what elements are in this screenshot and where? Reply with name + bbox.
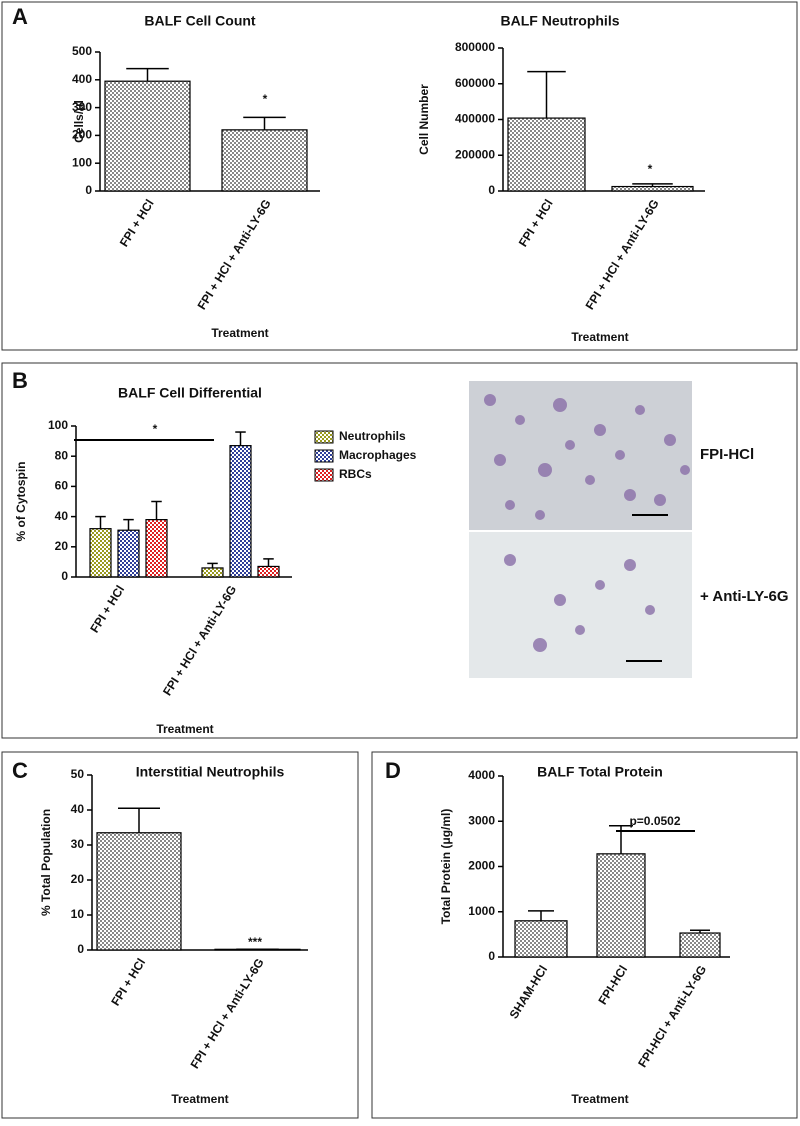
chart-title: BALF Cell Count bbox=[144, 13, 256, 29]
bar bbox=[145, 519, 168, 578]
panel-label: A bbox=[12, 4, 28, 29]
y-tick-label: 40 bbox=[55, 509, 69, 523]
y-tick-label: 600000 bbox=[455, 76, 495, 90]
panel-label: D bbox=[385, 758, 401, 783]
bar bbox=[201, 567, 224, 578]
y-tick-label: 50 bbox=[71, 767, 85, 781]
y-tick-label: 0 bbox=[488, 949, 495, 963]
micrograph-label: FPI-HCl bbox=[700, 446, 754, 463]
x-tick-label: FPI + HCl + Anti-LY-6G bbox=[582, 197, 661, 312]
y-axis-label: % of Cytospin bbox=[14, 462, 28, 542]
bar bbox=[229, 445, 252, 578]
annotation: p=0.0502 bbox=[629, 814, 680, 828]
y-tick-label: 3000 bbox=[468, 813, 495, 827]
bar bbox=[89, 528, 112, 578]
y-tick-label: 0 bbox=[77, 942, 84, 956]
y-tick-label: 800000 bbox=[455, 40, 495, 54]
panel-box bbox=[1, 362, 798, 739]
bar bbox=[257, 565, 280, 578]
y-tick-label: 80 bbox=[55, 448, 69, 462]
chart-title: Interstitial Neutrophils bbox=[136, 764, 285, 780]
y-tick-label: 100 bbox=[72, 155, 92, 169]
x-tick-label: FPI + HCl bbox=[516, 197, 556, 249]
micrograph-label: + Anti-LY-6G bbox=[700, 588, 789, 605]
annotation: * bbox=[153, 422, 158, 436]
y-tick-label: 0 bbox=[85, 183, 92, 197]
y-tick-label: 1000 bbox=[468, 904, 495, 918]
x-tick-label: FPI + HCl bbox=[117, 197, 157, 249]
y-tick-label: 30 bbox=[71, 837, 85, 851]
y-axis-label: Total Protein (μg/ml) bbox=[439, 809, 453, 925]
y-axis-label: Cells/μl bbox=[72, 100, 86, 143]
panel-box bbox=[1, 751, 359, 1119]
legend-label: Neutrophils bbox=[339, 429, 406, 443]
y-tick-label: 200 bbox=[72, 128, 92, 142]
x-tick-label: FPI + HCl bbox=[87, 583, 127, 635]
chart-title: BALF Neutrophils bbox=[501, 13, 620, 29]
y-tick-label: 4000 bbox=[468, 768, 495, 782]
bar bbox=[104, 80, 191, 192]
panel-label: C bbox=[12, 758, 28, 783]
x-tick-label: FPI + HCl + Anti-LY-6G bbox=[187, 956, 266, 1071]
chart-title: BALF Cell Differential bbox=[118, 385, 262, 401]
panel-box bbox=[1, 1, 798, 351]
bar bbox=[679, 932, 721, 958]
x-tick-label: FPI-HCl + Anti-LY-6G bbox=[635, 963, 709, 1070]
y-tick-label: 100 bbox=[48, 418, 68, 432]
y-tick-label: 200000 bbox=[455, 147, 495, 161]
y-tick-label: 2000 bbox=[468, 859, 495, 873]
x-tick-label: FPI + HCl + Anti-LY-6G bbox=[194, 197, 273, 312]
x-tick-label: FPI + HCl + Anti-LY-6G bbox=[160, 583, 239, 698]
x-tick-label: SHAM-HCl bbox=[507, 963, 551, 1021]
x-tick-label: FPI-HCl bbox=[595, 963, 630, 1007]
bar bbox=[96, 832, 182, 951]
bar bbox=[214, 948, 301, 951]
legend-swatch bbox=[314, 468, 334, 482]
bar bbox=[611, 185, 694, 192]
y-tick-label: 40 bbox=[71, 802, 85, 816]
panel-label: B bbox=[12, 368, 28, 393]
y-tick-label: 0 bbox=[61, 569, 68, 583]
y-tick-label: 300 bbox=[72, 100, 92, 114]
y-tick-label: 20 bbox=[71, 872, 85, 886]
bar bbox=[507, 117, 586, 192]
chart-title: BALF Total Protein bbox=[537, 764, 663, 780]
legend-label: Macrophages bbox=[339, 448, 417, 462]
y-tick-label: 400 bbox=[72, 72, 92, 86]
legend-swatch bbox=[314, 449, 334, 463]
bar bbox=[596, 853, 646, 958]
x-axis-label: Treatment bbox=[571, 330, 628, 344]
y-axis-label: % Total Population bbox=[39, 809, 53, 916]
bar bbox=[221, 129, 308, 192]
legend-label: RBCs bbox=[339, 467, 372, 481]
y-tick-label: 20 bbox=[55, 539, 69, 553]
annotation: * bbox=[648, 162, 653, 176]
y-tick-label: 0 bbox=[488, 183, 495, 197]
panel-box bbox=[371, 751, 798, 1119]
x-axis-label: Treatment bbox=[571, 1092, 628, 1106]
y-tick-label: 500 bbox=[72, 44, 92, 58]
bar bbox=[514, 920, 568, 958]
annotation: * bbox=[263, 92, 268, 106]
micrograph bbox=[469, 381, 692, 678]
y-tick-label: 60 bbox=[55, 479, 69, 493]
x-axis-label: Treatment bbox=[156, 722, 213, 736]
x-axis-label: Treatment bbox=[171, 1092, 228, 1106]
annotation: *** bbox=[248, 935, 262, 949]
bar bbox=[117, 529, 140, 578]
x-axis-label: Treatment bbox=[211, 326, 268, 340]
x-tick-label: FPI + HCl bbox=[108, 956, 148, 1008]
legend-swatch bbox=[314, 430, 334, 444]
y-tick-label: 400000 bbox=[455, 112, 495, 126]
y-tick-label: 10 bbox=[71, 907, 85, 921]
y-axis-label: Cell Number bbox=[417, 84, 431, 155]
